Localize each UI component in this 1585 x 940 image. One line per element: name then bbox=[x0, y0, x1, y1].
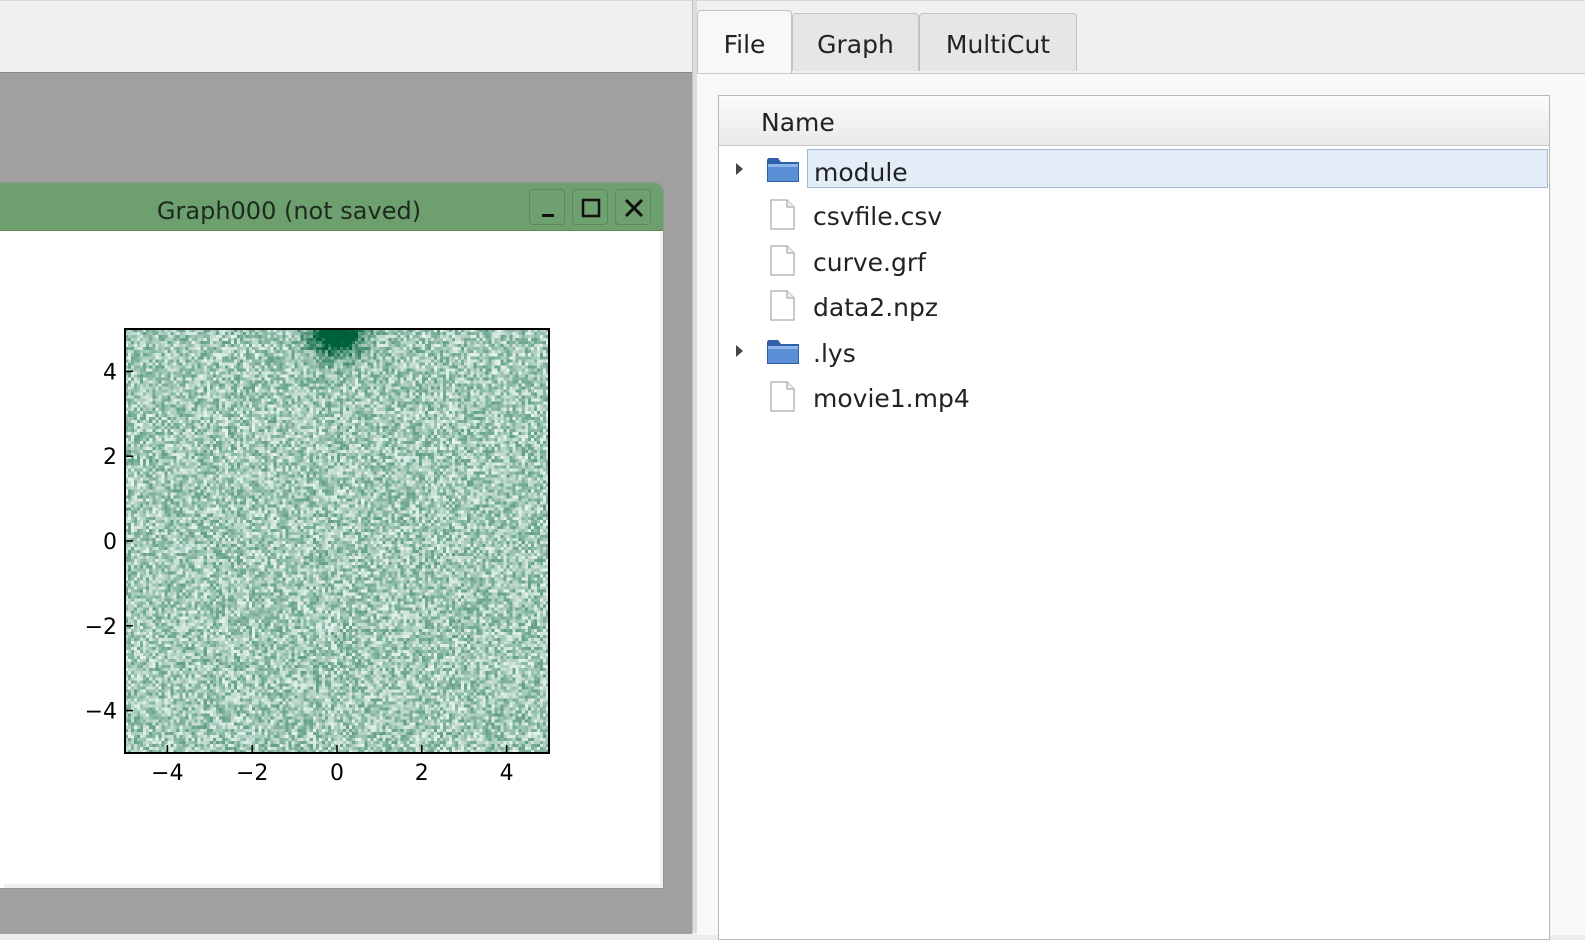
splitter-handle[interactable] bbox=[692, 0, 698, 933]
x-tick-label: 4 bbox=[500, 761, 514, 786]
heatmap-image bbox=[125, 329, 549, 753]
tree-row-lys[interactable]: .lys bbox=[719, 328, 1549, 373]
maximize-icon bbox=[581, 198, 601, 218]
mdi-area: Graph000 (not saved) −4 −2 0 2 4 4 2 0 −2 −4 bbox=[0, 72, 692, 934]
minimize-button[interactable] bbox=[529, 189, 565, 225]
tree-item-label: data2.npz bbox=[813, 293, 938, 323]
tree-item-label: .lys bbox=[813, 338, 856, 368]
expand-arrow-icon[interactable] bbox=[733, 161, 745, 177]
right-panel: File Graph MultiCut Name module csvfile.c… bbox=[697, 0, 1585, 940]
x-tick-label: 2 bbox=[415, 761, 429, 786]
x-tick-label: 0 bbox=[330, 761, 344, 786]
x-tick-label: −2 bbox=[236, 761, 268, 786]
close-icon bbox=[624, 198, 644, 218]
tab-multicut[interactable]: MultiCut bbox=[919, 13, 1077, 71]
tab-file[interactable]: File bbox=[697, 10, 792, 74]
tree-header[interactable]: Name bbox=[719, 96, 1549, 146]
file-icon bbox=[770, 290, 795, 321]
tree-item-label: module bbox=[807, 149, 1548, 188]
left-toolbar-area bbox=[0, 0, 696, 73]
file-tree[interactable]: Name module csvfile.csv curve.grf data2.npz… bbox=[718, 95, 1550, 940]
graph-canvas-area[interactable]: −4 −2 0 2 4 4 2 0 −2 −4 bbox=[4, 232, 663, 888]
tree-item-label: movie1.mp4 bbox=[813, 384, 970, 413]
tree-row-data2-npz[interactable]: data2.npz bbox=[719, 282, 1549, 327]
graph-window-titlebar[interactable]: Graph000 (not saved) bbox=[0, 183, 663, 231]
x-tick-label: −4 bbox=[151, 761, 183, 786]
folder-icon bbox=[767, 158, 799, 182]
file-icon bbox=[770, 199, 795, 231]
expand-arrow-icon[interactable] bbox=[733, 343, 745, 359]
minimize-icon bbox=[542, 214, 554, 217]
y-tick-label: 4 bbox=[103, 360, 117, 385]
tree-row-movie1-mp4[interactable]: movie1.mp4 bbox=[719, 373, 1549, 418]
y-tick-label: 2 bbox=[103, 445, 117, 470]
graph-subwindow[interactable]: Graph000 (not saved) −4 −2 0 2 4 4 2 0 −2 −4 bbox=[0, 182, 664, 889]
file-icon bbox=[770, 381, 795, 412]
graph-window-title: Graph000 (not saved) bbox=[156, 197, 422, 225]
tree-row-curve-grf[interactable]: curve.grf bbox=[719, 237, 1549, 282]
tree-item-label: csvfile.csv bbox=[813, 202, 943, 232]
tree-item-label: curve.grf bbox=[813, 247, 926, 277]
tab-graph[interactable]: Graph bbox=[792, 13, 919, 71]
tree-row-module[interactable]: module bbox=[719, 146, 1549, 191]
heatmap-plot[interactable]: −4 −2 0 2 4 4 2 0 −2 −4 bbox=[4, 232, 654, 878]
file-tab-pane: Name module csvfile.csv curve.grf data2.npz… bbox=[697, 73, 1585, 940]
y-tick-label: −4 bbox=[85, 700, 117, 725]
tree-row-csvfile-csv[interactable]: csvfile.csv bbox=[719, 191, 1549, 236]
file-icon bbox=[770, 245, 795, 276]
close-button[interactable] bbox=[615, 189, 651, 225]
y-tick-label: −2 bbox=[85, 615, 117, 640]
folder-icon bbox=[767, 339, 799, 364]
maximize-button[interactable] bbox=[572, 189, 608, 225]
column-header-name: Name bbox=[761, 108, 835, 137]
y-tick-label: 0 bbox=[103, 530, 117, 555]
